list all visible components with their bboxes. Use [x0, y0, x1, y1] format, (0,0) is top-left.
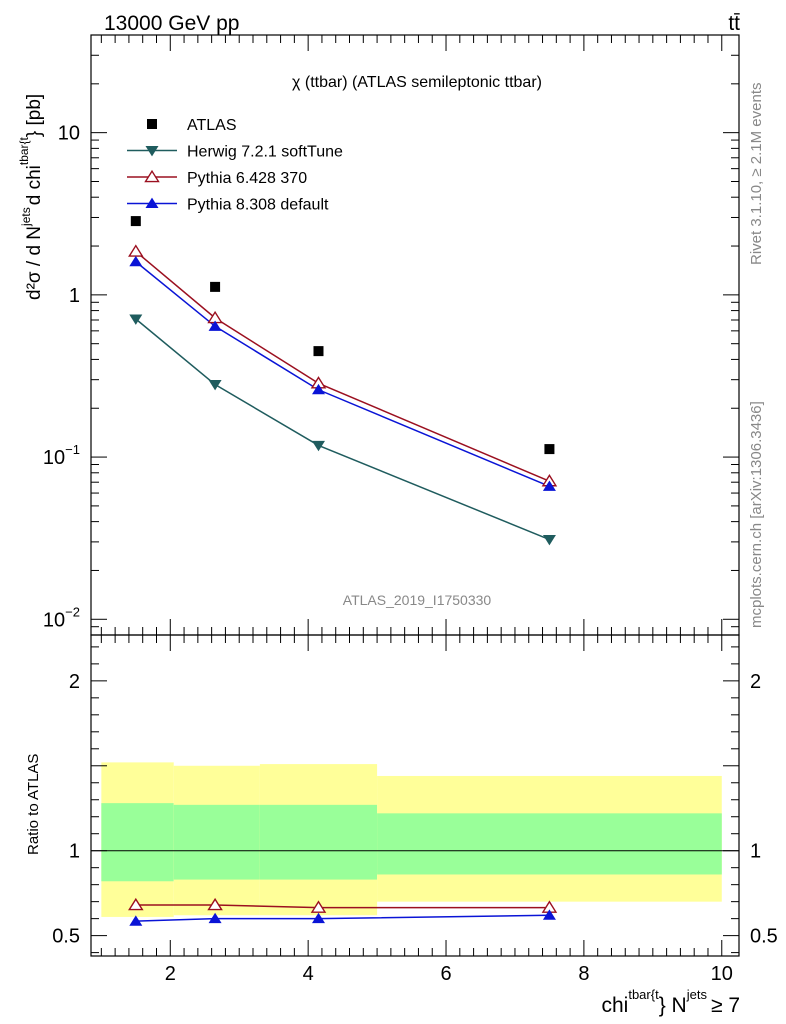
legend-marker-pythia6 [144, 169, 160, 183]
ratio-ytick-label-left: 0.5 [52, 926, 80, 948]
ratio-point-pythia8 [542, 909, 556, 920]
xtick-label: 4 [303, 963, 314, 985]
ylabel-dchi: d chi [24, 165, 45, 205]
watermark: ATLAS_2019_I1750330 [343, 592, 492, 608]
main-point-pythia6 [128, 244, 144, 257]
legend-label-data: ATLAS [187, 117, 237, 134]
main-point-data [313, 346, 324, 357]
main-ytick-label: 10 [58, 123, 80, 145]
ratio-point-pythia8 [208, 912, 222, 924]
main-point-herwig [129, 314, 143, 325]
legend-marker-pythia8 [145, 197, 159, 209]
main-panel: 10 1 10−1 10−2 χ (ttbar) (ATLAS semileptoni… [17, 34, 740, 636]
xlabel-jets: jets [686, 987, 708, 1002]
main-point-herwig [208, 379, 222, 391]
ratio-point-pythia6 [128, 897, 144, 911]
svg-text:d²σ / d Njetsd chitbar{t} [pb]: d²σ / d Njets d chitbar{t} [pb] [17, 94, 45, 300]
main-point-data [130, 216, 141, 227]
ratio-ytick-label-right: 1 [750, 841, 761, 863]
xtick-label: 10 [711, 963, 733, 985]
xtick-label: 2 [165, 963, 176, 985]
xtick-label: 6 [440, 963, 451, 985]
xlabel-chi: chi [601, 994, 628, 1017]
process-label: tt̄ [728, 12, 740, 35]
ratio-series-lines [135, 904, 550, 922]
ratio-bands [101, 762, 722, 917]
main-point-pythia8 [129, 255, 143, 267]
ratio-point-pythia6 [310, 900, 327, 913]
main-line-pythia8 [135, 261, 550, 488]
ratio-band-inner [259, 804, 378, 880]
ratio-line-pythia6 [135, 904, 550, 909]
ylabel-d2sigma: d²σ / d N [24, 226, 45, 300]
ratio-series-markers [128, 897, 558, 926]
ratio-line-pythia8 [135, 914, 550, 922]
ylabel-jets: jets [19, 207, 33, 227]
xlabel-cond: ≥ 7 [711, 994, 740, 1017]
main-line-pythia6 [135, 250, 550, 482]
main-ytick-label: 10−2 [43, 604, 80, 631]
ratio-panel: 0.5 0.5 1 1 2 2 2 4 6 8 10 Ratio to ATLAS chitbar{… [25, 634, 778, 1017]
ratio-tick-labels: 0.5 0.5 1 1 2 2 2 4 6 8 10 [52, 671, 778, 985]
ratio-band-inner [101, 803, 174, 882]
ratio-ytick-label-left: 2 [69, 671, 80, 693]
legend-label-pythia8: Pythia 8.308 default [187, 197, 329, 214]
ratio-y-axis-label: Ratio to ATLAS [25, 754, 42, 855]
xlabel-sup: tbar{t [628, 987, 659, 1002]
main-point-pythia8 [542, 480, 556, 491]
ylabel-brace: } [pb] [24, 94, 45, 137]
main-series-markers [128, 216, 558, 546]
ratio-band-inner [377, 813, 722, 875]
main-ytick-labels: 10 1 10−1 10−2 [43, 123, 80, 632]
legend-label-pythia6: Pythia 6.428 370 [187, 170, 307, 187]
plot-title: χ (ttbar) (ATLAS semileptonic ttbar) [292, 74, 542, 91]
energy-label: 13000 GeV pp [104, 12, 239, 35]
main-point-data [544, 444, 555, 455]
legend-marker-herwig [145, 145, 159, 157]
ratio-ytick-label-left: 1 [69, 841, 80, 863]
main-point-pythia8 [311, 383, 325, 395]
ratio-point-pythia8 [129, 915, 143, 926]
main-series-lines [135, 250, 550, 541]
ylabel-sup: tbar{t [17, 136, 31, 165]
main-point-data [210, 281, 221, 292]
main-ytick-label: 1 [69, 285, 80, 307]
ratio-ytick-label-right: 0.5 [750, 926, 778, 948]
ratio-point-pythia6 [207, 897, 223, 911]
main-point-pythia8 [208, 320, 222, 331]
main-point-herwig [542, 535, 556, 546]
x-axis-label: chitbar{t} Njets ≥ 7 [601, 987, 740, 1017]
legend-marker-data [147, 119, 157, 129]
rivet-label: Rivet 3.1.10, ≥ 2.1M events [748, 83, 765, 266]
ratio-ytick-label-right: 2 [750, 671, 761, 693]
main-point-herwig [311, 440, 325, 452]
legend: ATLAS Herwig 7.2.1 softTune Pythia 6.428 3… [127, 117, 343, 214]
xlabel-brace: } N [659, 994, 687, 1017]
xtick-label: 8 [578, 963, 589, 985]
ratio-point-pythia8 [311, 912, 325, 924]
ratio-band-inner [173, 804, 260, 880]
main-y-axis-label: d²σ / d Njets d chitbar{t} [pb] [17, 94, 45, 300]
ratio-frame [90, 634, 740, 957]
main-line-herwig [135, 318, 550, 541]
mcplots-label: mcplots.cern.ch [arXiv:1306.3436] [748, 401, 765, 628]
main-ticks [91, 34, 739, 636]
main-ytick-label: 10−1 [43, 442, 80, 469]
legend-label-herwig: Herwig 7.2.1 softTune [187, 144, 343, 161]
ratio-ticks [91, 635, 739, 956]
